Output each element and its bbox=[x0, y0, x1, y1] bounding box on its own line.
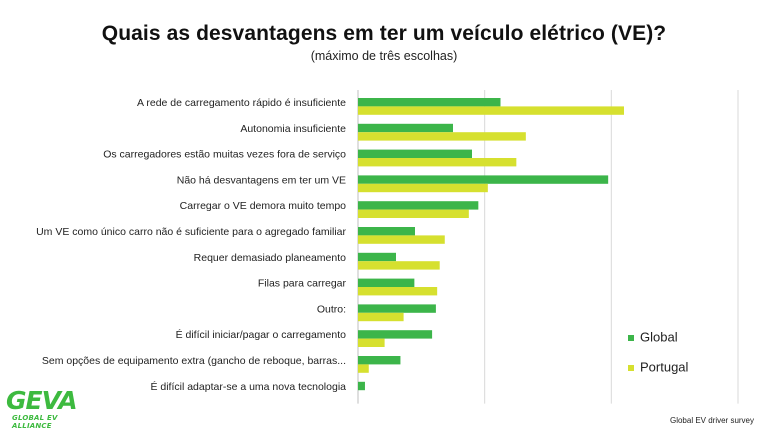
bar-global bbox=[358, 175, 609, 184]
source-note: Global EV driver survey bbox=[669, 416, 754, 425]
category-label: Outro: bbox=[317, 303, 346, 315]
category-label: É difícil adaptar-se a uma nova tecnolog… bbox=[150, 380, 346, 393]
category-label: Carregar o VE demora muito tempo bbox=[180, 200, 346, 212]
category-label: Não há desvantagens em ter um VE bbox=[177, 174, 346, 186]
category-label: É difícil iniciar/pagar o carregamento bbox=[176, 328, 347, 341]
legend-label: Portugal bbox=[640, 360, 689, 375]
bar-global bbox=[358, 304, 436, 313]
bar-portugal bbox=[358, 235, 445, 244]
logo-wordmark: GEVA bbox=[6, 386, 78, 415]
legend-swatch bbox=[628, 365, 634, 371]
bar-global bbox=[358, 123, 453, 133]
bar-portugal bbox=[358, 209, 469, 218]
bar-portugal bbox=[358, 183, 488, 193]
bar-portugal bbox=[358, 132, 526, 141]
category-label: Os carregadores estão muitas vezes fora … bbox=[103, 149, 346, 161]
geva-logo: GEVA GLOBAL EV ALLIANCE bbox=[6, 386, 92, 431]
bar-portugal bbox=[358, 287, 438, 296]
bar-global bbox=[358, 278, 415, 287]
bar-global bbox=[358, 330, 433, 339]
chart-subtitle: (máximo de três escolhas) bbox=[310, 49, 458, 63]
logo-tagline: GLOBAL EV ALLIANCE bbox=[12, 414, 58, 430]
bar-portugal bbox=[358, 106, 624, 115]
legend-label: Global bbox=[640, 330, 678, 345]
category-label: Autonomia insuficiente bbox=[240, 123, 346, 135]
bar-portugal bbox=[358, 338, 385, 347]
category-label: Requer demasiado planeamento bbox=[194, 252, 347, 264]
bar-global bbox=[358, 381, 365, 391]
bar-portugal bbox=[358, 158, 517, 167]
bar-portugal bbox=[358, 364, 369, 373]
chart-title: Quais as desvantagens em ter um veículo … bbox=[101, 22, 667, 45]
category-label: Filas para carregar bbox=[258, 278, 347, 290]
bar-global bbox=[358, 98, 501, 107]
category-label: Um VE como único carro não é suficiente … bbox=[36, 226, 346, 238]
legend-swatch bbox=[628, 335, 634, 341]
bar-global bbox=[358, 356, 401, 365]
bar-global bbox=[358, 149, 472, 158]
bar-portugal bbox=[358, 261, 440, 270]
category-label: A rede de carregamento rápido é insufici… bbox=[137, 97, 346, 109]
bar-global bbox=[358, 227, 415, 236]
bar-portugal bbox=[358, 312, 404, 322]
category-label: Sem opções de equipamento extra (gancho … bbox=[42, 355, 346, 367]
bar-global bbox=[358, 252, 396, 262]
bar-global bbox=[358, 201, 479, 210]
